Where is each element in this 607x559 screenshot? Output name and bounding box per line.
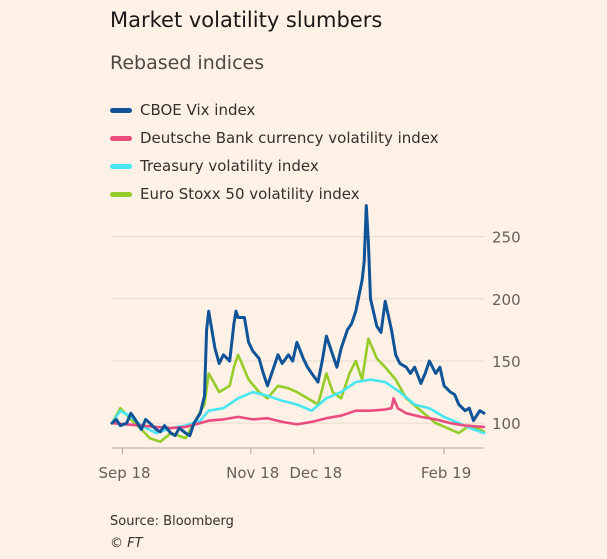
y-tick-label-200: 200 xyxy=(492,291,521,309)
series-line-euro-stoxx-50-volatility-index xyxy=(110,337,486,444)
legend-item-currency-vol: Deutsche Bank currency volatility index xyxy=(110,124,439,152)
legend-swatch-vix xyxy=(110,107,132,113)
legend-label-currency-vol: Deutsche Bank currency volatility index xyxy=(140,129,439,147)
legend-label-vix: CBOE Vix index xyxy=(140,101,256,119)
chart-legend: CBOE Vix index Deutsche Bank currency vo… xyxy=(110,96,439,208)
source-note: Source: Bloomberg xyxy=(110,514,234,529)
x-tick-label-0: Sep 18 xyxy=(98,464,150,482)
y-tick-label-250: 250 xyxy=(492,229,521,247)
legend-label-treasury-vol: Treasury volatility index xyxy=(140,157,319,175)
x-tick-label-3: Feb 19 xyxy=(421,464,471,482)
y-tick-label-150: 150 xyxy=(492,353,521,371)
legend-item-treasury-vol: Treasury volatility index xyxy=(110,152,439,180)
x-tick-label-1: Nov 18 xyxy=(226,464,279,482)
legend-item-vix: CBOE Vix index xyxy=(110,96,439,124)
credit-note: © FT xyxy=(110,536,143,551)
chart-subtitle: Rebased indices xyxy=(110,52,265,74)
legend-swatch-treasury-vol xyxy=(110,163,132,169)
series-line-treasury-volatility-index xyxy=(110,378,486,435)
chart-title: Market volatility slumbers xyxy=(110,8,383,32)
legend-item-eurostoxx-vol: Euro Stoxx 50 volatility index xyxy=(110,180,439,208)
series-line-cboe-vix-index xyxy=(110,204,486,438)
legend-swatch-eurostoxx-vol xyxy=(110,191,132,197)
legend-label-eurostoxx-vol: Euro Stoxx 50 volatility index xyxy=(140,185,360,203)
y-tick-label-100: 100 xyxy=(492,415,521,433)
x-tick-label-2: Dec 18 xyxy=(289,464,342,482)
legend-swatch-currency-vol xyxy=(110,135,132,141)
